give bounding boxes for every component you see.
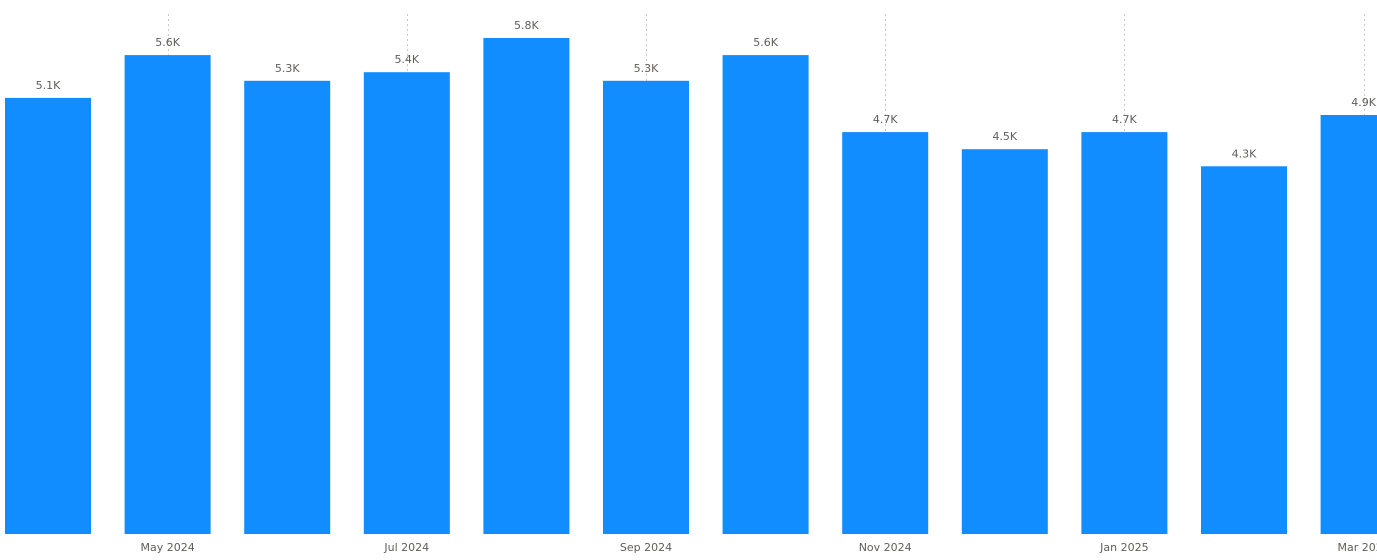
bars [5, 38, 1377, 535]
data-label-jun-2024: 5.3K [275, 62, 300, 75]
bar-jun-2024[interactable] [244, 80, 331, 535]
x-axis-ticks: May 2024 Jul 2024 Sep 2024 Nov 2024 Jan 2025… [140, 541, 1377, 554]
x-tick-may-2024: May 2024 [140, 541, 194, 554]
bar-oct-2024[interactable] [722, 55, 809, 534]
x-tick-jan-2025: Jan 2025 [1099, 541, 1148, 554]
data-label-may-2024: 5.6K [155, 36, 180, 49]
data-label-mar-2025: 4.9K [1351, 96, 1376, 109]
x-tick-mar-2025: Mar 2025 [1337, 541, 1377, 554]
bar-jul-2024[interactable] [363, 72, 450, 534]
bar-nov-2024[interactable] [842, 132, 929, 534]
bar-dec-2024[interactable] [961, 149, 1048, 534]
bar-jan-2025[interactable] [1081, 132, 1168, 534]
bar-mar-2025[interactable] [1320, 115, 1377, 534]
bar-may-2024[interactable] [124, 55, 211, 534]
bar-feb-2025[interactable] [1201, 166, 1287, 535]
x-tick-nov-2024: Nov 2024 [859, 541, 912, 554]
x-tick-jul-2024: Jul 2024 [383, 541, 429, 554]
data-label-dec-2024: 4.5K [992, 130, 1017, 143]
x-tick-sep-2024: Sep 2024 [620, 541, 672, 554]
data-label-feb-2025: 4.3K [1232, 147, 1257, 160]
data-label-aug-2024: 5.8K [514, 19, 539, 32]
data-label-nov-2024: 4.7K [873, 113, 898, 126]
bar-sep-2024[interactable] [603, 80, 689, 535]
data-label-jan-2025: 4.7K [1112, 113, 1137, 126]
bar-aug-2024[interactable] [483, 38, 570, 534]
data-label-jul-2024: 5.4K [394, 53, 419, 66]
data-label-sep-2024: 5.3K [634, 62, 659, 75]
data-label-oct-2024: 5.6K [753, 36, 778, 49]
data-labels: 5.1K 5.6K 5.3K 5.4K 5.8K 5.3K 5.6K 4.7K 4.5K 4.7K… [36, 19, 1377, 160]
bar-apr-2024[interactable] [5, 97, 91, 535]
data-label-apr-2024: 5.1K [36, 79, 61, 92]
